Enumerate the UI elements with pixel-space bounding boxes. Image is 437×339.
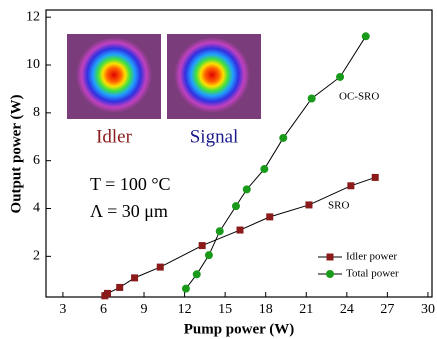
x-tick-label: 18 [259,302,273,317]
data-point [279,134,287,142]
x-axis-label: Pump power (W) [184,321,295,337]
sro-label: SRO [328,200,349,212]
y-tick-label: 6 [33,153,40,168]
x-tick-label: 6 [100,302,107,317]
page: Idler Signal T = 100 °C Λ = 30 μm OC-SRO… [0,0,437,339]
x-tick-label: 30 [421,302,435,317]
data-point [347,182,354,189]
x-tick-label: 9 [141,302,148,317]
data-point [131,274,138,281]
signal-label: Signal [190,126,239,147]
data-point [372,174,379,181]
data-point [237,227,244,234]
data-point [260,165,268,173]
y-tick-label: 8 [33,105,40,120]
data-point [116,284,123,291]
y-tick-label: 10 [26,57,40,72]
y-tick-label: 12 [26,9,40,24]
y-tick-label: 2 [33,249,40,264]
data-point [362,32,370,40]
data-point [157,264,164,271]
chart: Idler Signal T = 100 °C Λ = 30 μm OC-SRO… [0,0,437,339]
y-tick-label: 4 [33,201,40,216]
temperature-label: T = 100 °C [90,174,171,194]
legend-label: Total power [346,268,399,280]
x-tick-label: 15 [218,302,232,317]
data-point [266,213,273,220]
data-point [104,290,111,297]
oc-sro-label: OC-SRO [339,91,379,103]
idler-label: Idler [96,126,133,147]
legend-marker [326,270,334,278]
data-point [216,227,224,235]
x-tick-label: 21 [299,302,313,317]
data-point [243,185,251,193]
x-tick-label: 3 [59,302,66,317]
legend-label: Idler power [346,251,397,263]
x-tick-label: 12 [178,302,192,317]
data-point [232,202,240,210]
legend-marker [327,254,334,261]
grating-label: Λ = 30 μm [90,201,168,221]
x-tick-label: 24 [340,302,354,317]
data-point [205,251,213,259]
data-point [305,201,312,208]
x-tick-label: 27 [380,302,394,317]
y-axis-label: Output power (W) [8,95,24,214]
data-point [336,73,344,81]
signal-beam [174,37,250,113]
idler-beam [76,37,152,113]
series-line [105,177,375,295]
data-point [182,285,190,293]
data-point [308,94,316,102]
data-point [193,270,201,278]
data-point [199,242,206,249]
